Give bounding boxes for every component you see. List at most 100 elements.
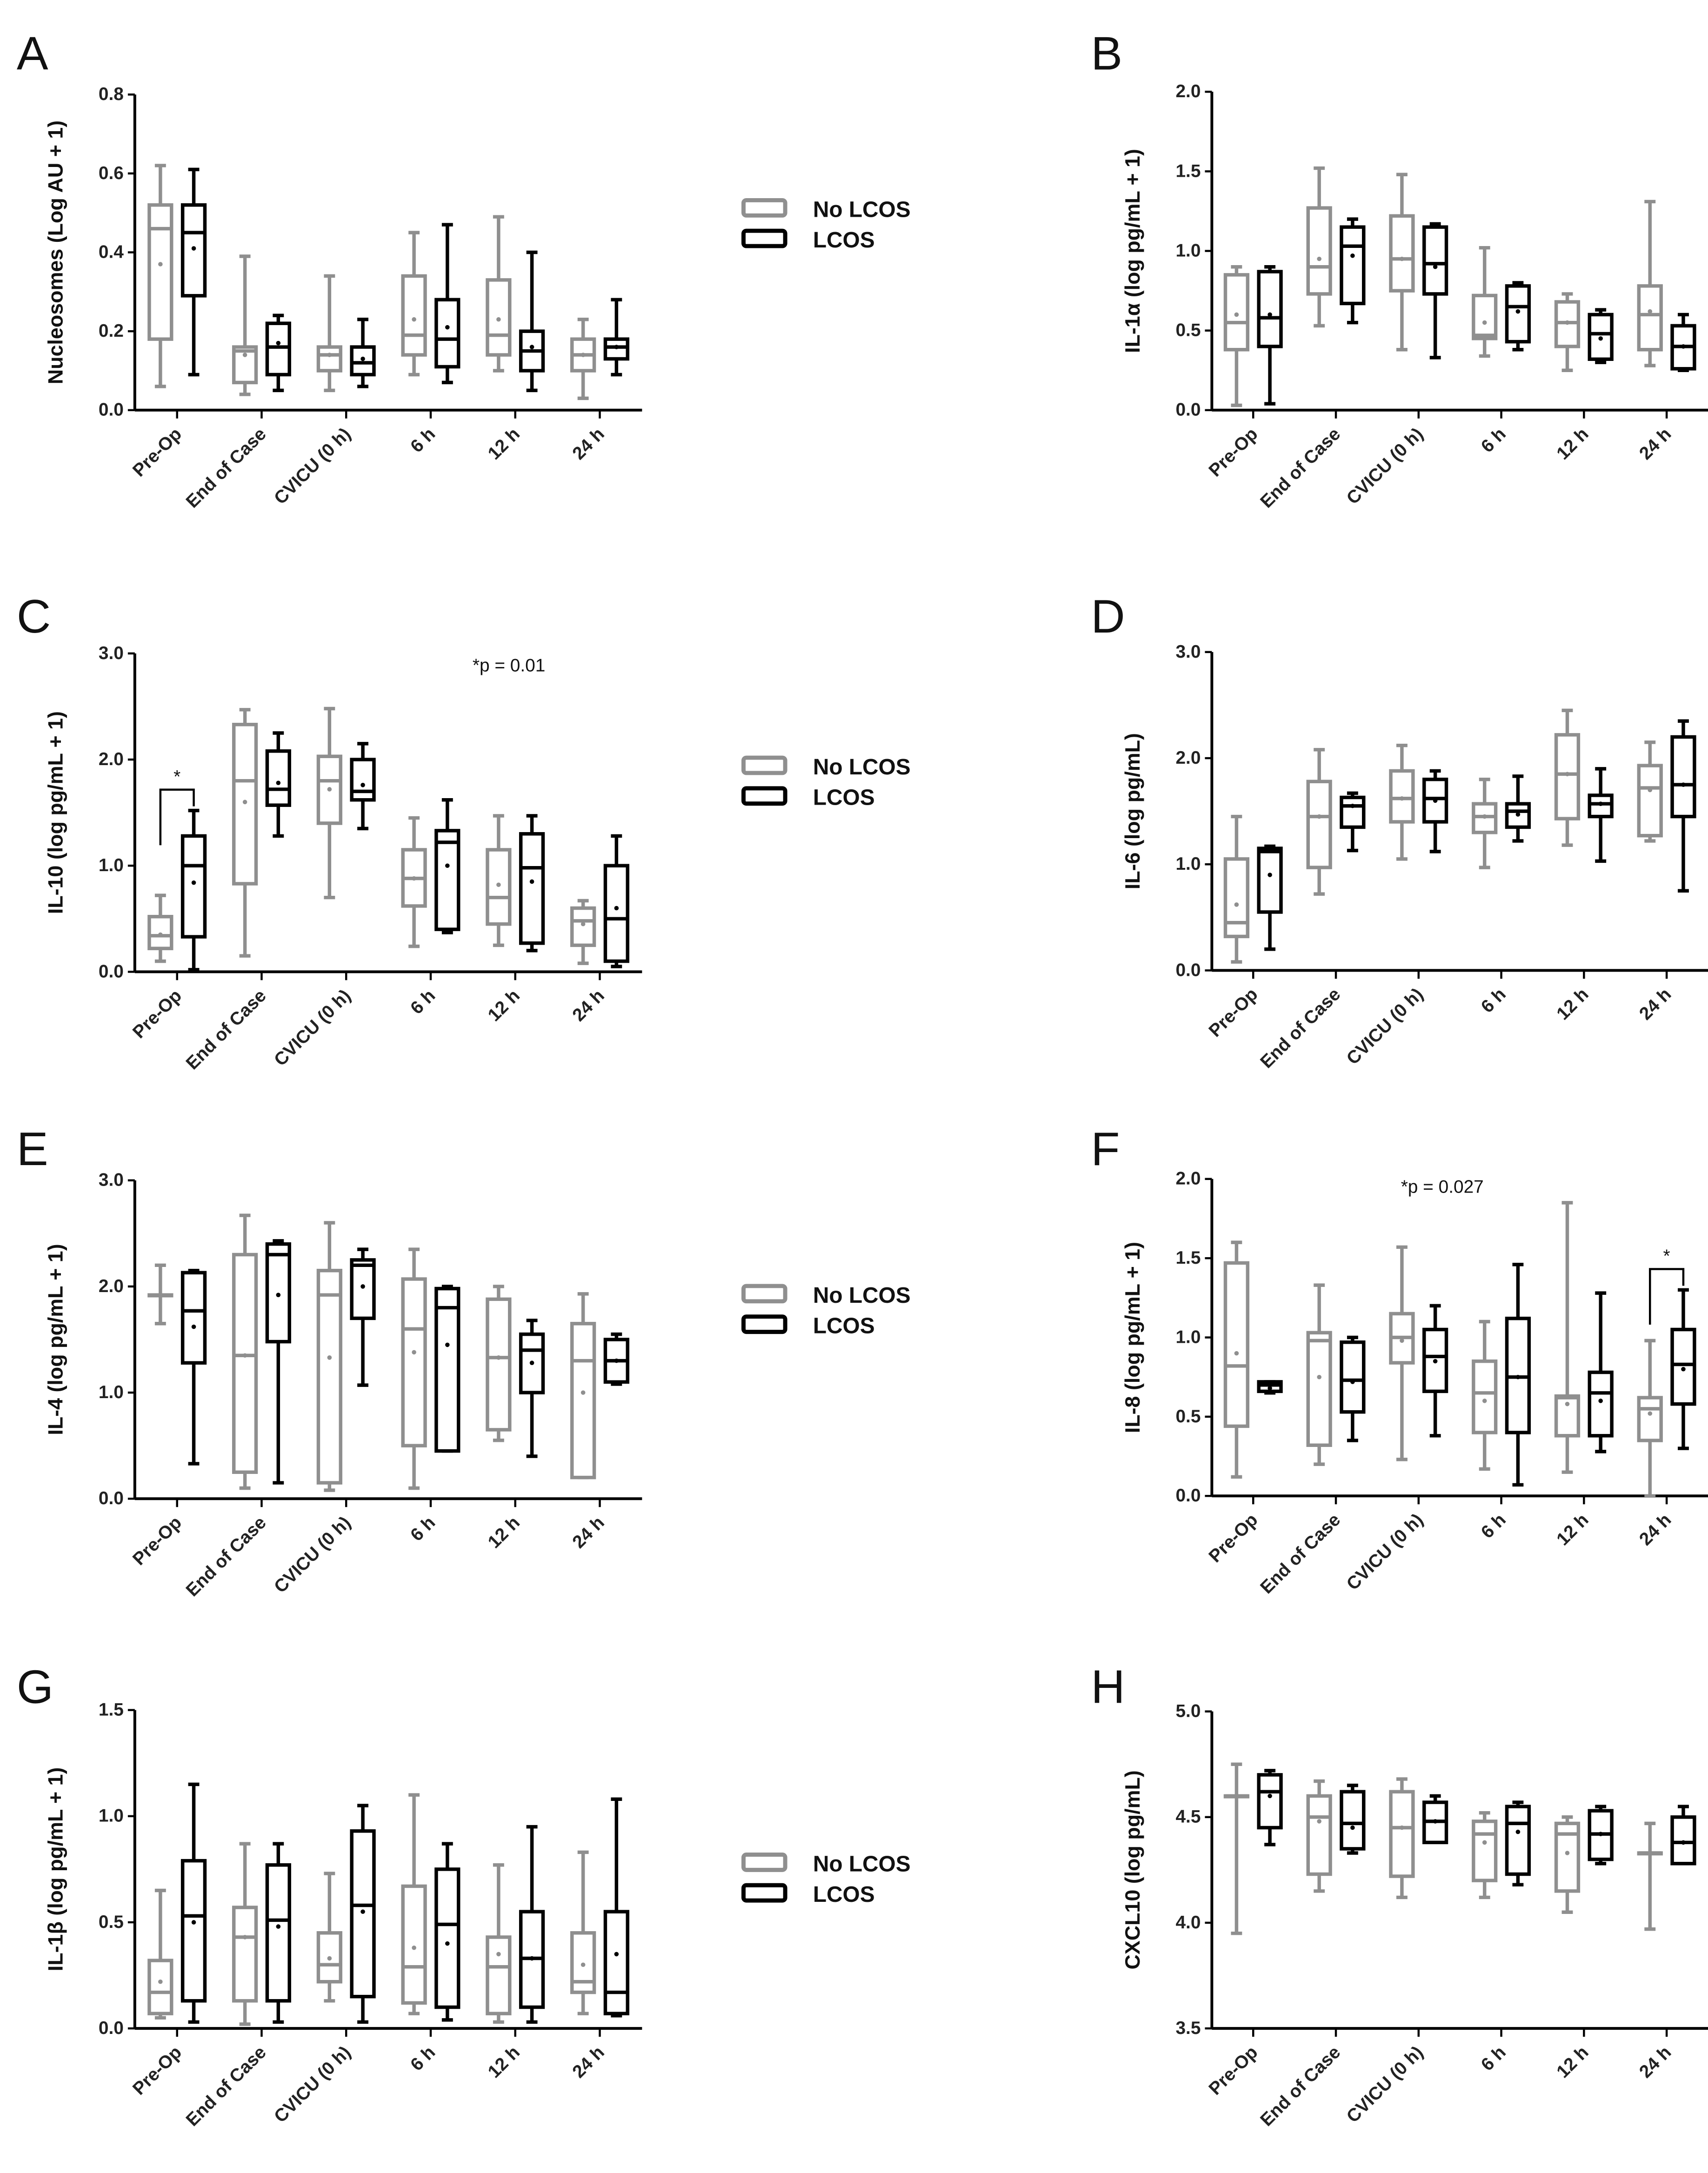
- mean-dot: [1482, 814, 1487, 819]
- legend-swatch-no-lcos: [741, 1853, 787, 1872]
- iqr-box: [1588, 1370, 1614, 1438]
- box-lcos: [1505, 774, 1531, 843]
- iqr-box: [265, 1863, 291, 2003]
- x-tick-label: 6 h: [407, 986, 439, 1018]
- box-no-lcos: [1554, 1201, 1581, 1474]
- y-tick-label: 5.0: [1175, 1701, 1201, 1721]
- panel-g: G 0.0 0.5 1.0 1.5 IL-1β (log pg/mL + 1) Pre-Op…: [17, 1660, 911, 2130]
- iqr-box: [180, 834, 207, 939]
- mean-dot: [1433, 1359, 1438, 1364]
- x-tick-label: End of Case: [1256, 1510, 1344, 1598]
- box-no-lcos: [1306, 1283, 1332, 1466]
- legend: No LCOS LCOS: [741, 197, 911, 253]
- x-tick-label: End of Case: [182, 424, 270, 512]
- box-no-lcos: [1554, 708, 1581, 847]
- y-tick-label: 0.6: [99, 163, 124, 183]
- box-lcos: [519, 1825, 545, 2024]
- box-no-lcos: [1472, 777, 1498, 869]
- mean-dot: [276, 1293, 281, 1297]
- iqr-box: [1422, 777, 1448, 824]
- mean-dot: [529, 879, 534, 884]
- iqr-box: [1306, 1794, 1332, 1876]
- box-no-lcos: [1306, 1779, 1332, 1893]
- iqr-box: [486, 278, 512, 357]
- y-axis-label: IL-4 (log pg/mL + 1): [44, 1244, 67, 1435]
- x-tick-label: 24 h: [1635, 984, 1675, 1024]
- mean-dot: [1565, 772, 1570, 777]
- iqr-box: [1472, 1820, 1498, 1882]
- legend-label-no-lcos: No LCOS: [813, 1852, 911, 1876]
- x-tick-label: Pre-Op: [1205, 2042, 1262, 2099]
- iqr-box: [147, 1959, 173, 2015]
- box-lcos: [1340, 1783, 1366, 1855]
- significance-bracket: [159, 788, 195, 846]
- mean-dot: [1433, 264, 1438, 269]
- mean-dot: [1515, 812, 1521, 817]
- y-tick-label: 1.0: [1175, 1327, 1201, 1347]
- box-no-lcos: [1637, 1339, 1663, 1498]
- legend-label-lcos: LCOS: [813, 228, 875, 253]
- mean-dot: [529, 1956, 534, 1961]
- iqr-box: [180, 1859, 207, 2003]
- mean-dot: [1433, 1819, 1438, 1824]
- mean-dot: [1565, 1401, 1570, 1406]
- box-lcos: [350, 1247, 376, 1387]
- mean-dot: [1317, 1819, 1321, 1824]
- legend: No LCOS LCOS: [741, 1283, 911, 1339]
- mean-dot: [1515, 1374, 1521, 1380]
- panel-e: E 0.0 1.0 2.0 3.0 IL-4 (log pg/mL + 1) Pre-OpE…: [17, 1122, 911, 1600]
- iqr-box: [316, 1268, 342, 1485]
- box-lcos: [1505, 1800, 1531, 1886]
- mean-dot: [327, 1355, 332, 1360]
- box-lcos: [1340, 217, 1366, 325]
- y-tick-label: 1.0: [99, 855, 124, 875]
- box-lcos: [1422, 1794, 1448, 1845]
- x-tick-label: Pre-Op: [1205, 424, 1262, 481]
- x-tick-label: 6 h: [407, 424, 439, 457]
- mean-dot: [1482, 1399, 1487, 1403]
- mean-dot: [496, 882, 501, 887]
- panel-letter: C: [17, 590, 51, 643]
- x-tick-label: 12 h: [1553, 984, 1592, 1024]
- box-lcos: [434, 223, 460, 385]
- legend-swatch-no-lcos: [741, 1284, 787, 1304]
- box-no-lcos: [401, 816, 427, 948]
- mean-dot: [1400, 1825, 1404, 1830]
- mean-dot: [191, 1920, 196, 1925]
- y-tick-label: 0.5: [1175, 320, 1201, 340]
- box-lcos: [434, 798, 460, 934]
- mean-dot: [327, 787, 332, 792]
- box-lcos: [350, 1804, 376, 2024]
- x-tick-label: Pre-Op: [1205, 984, 1262, 1041]
- iqr-box: [350, 1829, 376, 1999]
- iqr-box: [232, 1253, 258, 1474]
- mean-dot: [1681, 344, 1686, 349]
- box-no-lcos: [1389, 1777, 1415, 1900]
- panel-a: A 0.0 0.2 0.4 0.6 0.8 Nucleosomes (Log AU + 1)…: [17, 27, 911, 512]
- mean-dot: [445, 1342, 450, 1347]
- mean-dot: [580, 921, 586, 927]
- box-no-lcos: [1223, 814, 1250, 964]
- mean-dot: [360, 783, 365, 787]
- mean-dot: [496, 317, 501, 322]
- mean-dot: [242, 800, 247, 805]
- box-no-lcos: [570, 899, 596, 965]
- y-tick-label: 3.5: [1175, 2018, 1201, 2038]
- panel-letter: G: [17, 1660, 53, 1713]
- box-lcos: [1670, 1805, 1696, 1866]
- box-lcos: [434, 1842, 460, 2022]
- mean-dot: [445, 863, 450, 868]
- mean-dot: [445, 325, 450, 330]
- box-lcos: [1422, 1304, 1448, 1438]
- box-lcos: [350, 742, 376, 831]
- box-lcos: [265, 1842, 291, 2024]
- x-tick-label: 6 h: [1477, 2042, 1510, 2075]
- iqr-box: [1223, 857, 1250, 939]
- mean-dot: [412, 1945, 416, 1950]
- box-no-lcos: [316, 707, 342, 900]
- x-tick-label: Pre-Op: [129, 986, 186, 1042]
- box-lcos: [1340, 791, 1366, 853]
- mean-dot: [1268, 1386, 1272, 1391]
- iqr-box: [519, 1332, 545, 1394]
